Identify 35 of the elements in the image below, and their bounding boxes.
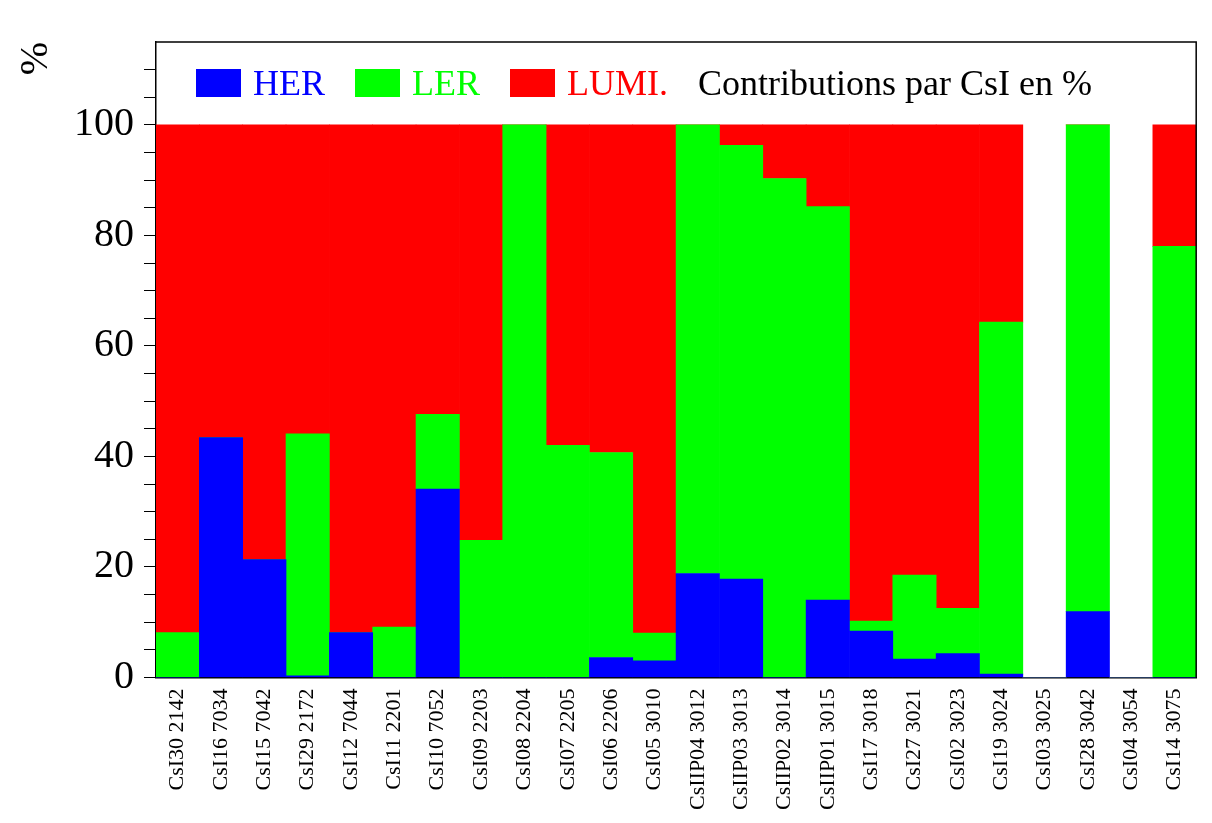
x-tick-label: CsI02 3023 — [943, 688, 969, 791]
x-tick-label: CsI09 2203 — [466, 688, 492, 791]
x-tick-label: CsIIP03 3013 — [726, 688, 752, 810]
x-tick-label: CsI04 3054 — [1116, 688, 1142, 791]
x-tick-label: CsI03 3025 — [1030, 688, 1056, 791]
y-tick-label: 80 — [94, 209, 134, 255]
x-tick-label: CsI29 2172 — [293, 688, 319, 791]
x-tick-label: CsI11 2201 — [380, 688, 406, 790]
x-tick-label: CsI07 2205 — [553, 688, 579, 791]
x-tick-label: CsI14 3075 — [1160, 688, 1186, 791]
x-tick-label: CsI30 2142 — [163, 688, 189, 791]
legend-label: LUMI. — [567, 62, 668, 105]
x-tick-label: CsI10 7052 — [423, 688, 449, 791]
x-tick-label: CsI19 3024 — [986, 688, 1012, 791]
x-tick-label: CsI28 3042 — [1073, 688, 1099, 791]
legend-label: HER — [253, 62, 325, 105]
y-tick-label: 100 — [74, 99, 134, 145]
x-tick-label: CsI08 2204 — [510, 688, 536, 791]
x-tick-label: CsI17 3018 — [856, 688, 882, 791]
y-axis-title: % — [10, 42, 56, 76]
x-tick-label: CsI27 3021 — [900, 688, 926, 791]
x-tick-label: CsI05 3010 — [640, 688, 666, 791]
x-tick-label: CsIIP01 3015 — [813, 688, 839, 810]
x-tick-label: CsI12 7044 — [336, 688, 362, 791]
x-tick-label: CsI06 2206 — [596, 688, 622, 791]
y-tick-label: 20 — [94, 541, 134, 587]
y-tick-label: 60 — [94, 320, 134, 366]
x-tick-label: CsI15 7042 — [250, 688, 276, 791]
y-tick-label: 40 — [94, 430, 134, 476]
x-tick-label: CsIIP04 3012 — [683, 688, 709, 810]
y-tick-label: 0 — [114, 651, 134, 697]
x-tick-label: CsI16 7034 — [206, 688, 232, 791]
text: Contributions par CsI en % — [698, 62, 1092, 105]
x-tick-label: CsIIP02 3014 — [770, 688, 796, 810]
legend-label: LER — [412, 62, 480, 105]
